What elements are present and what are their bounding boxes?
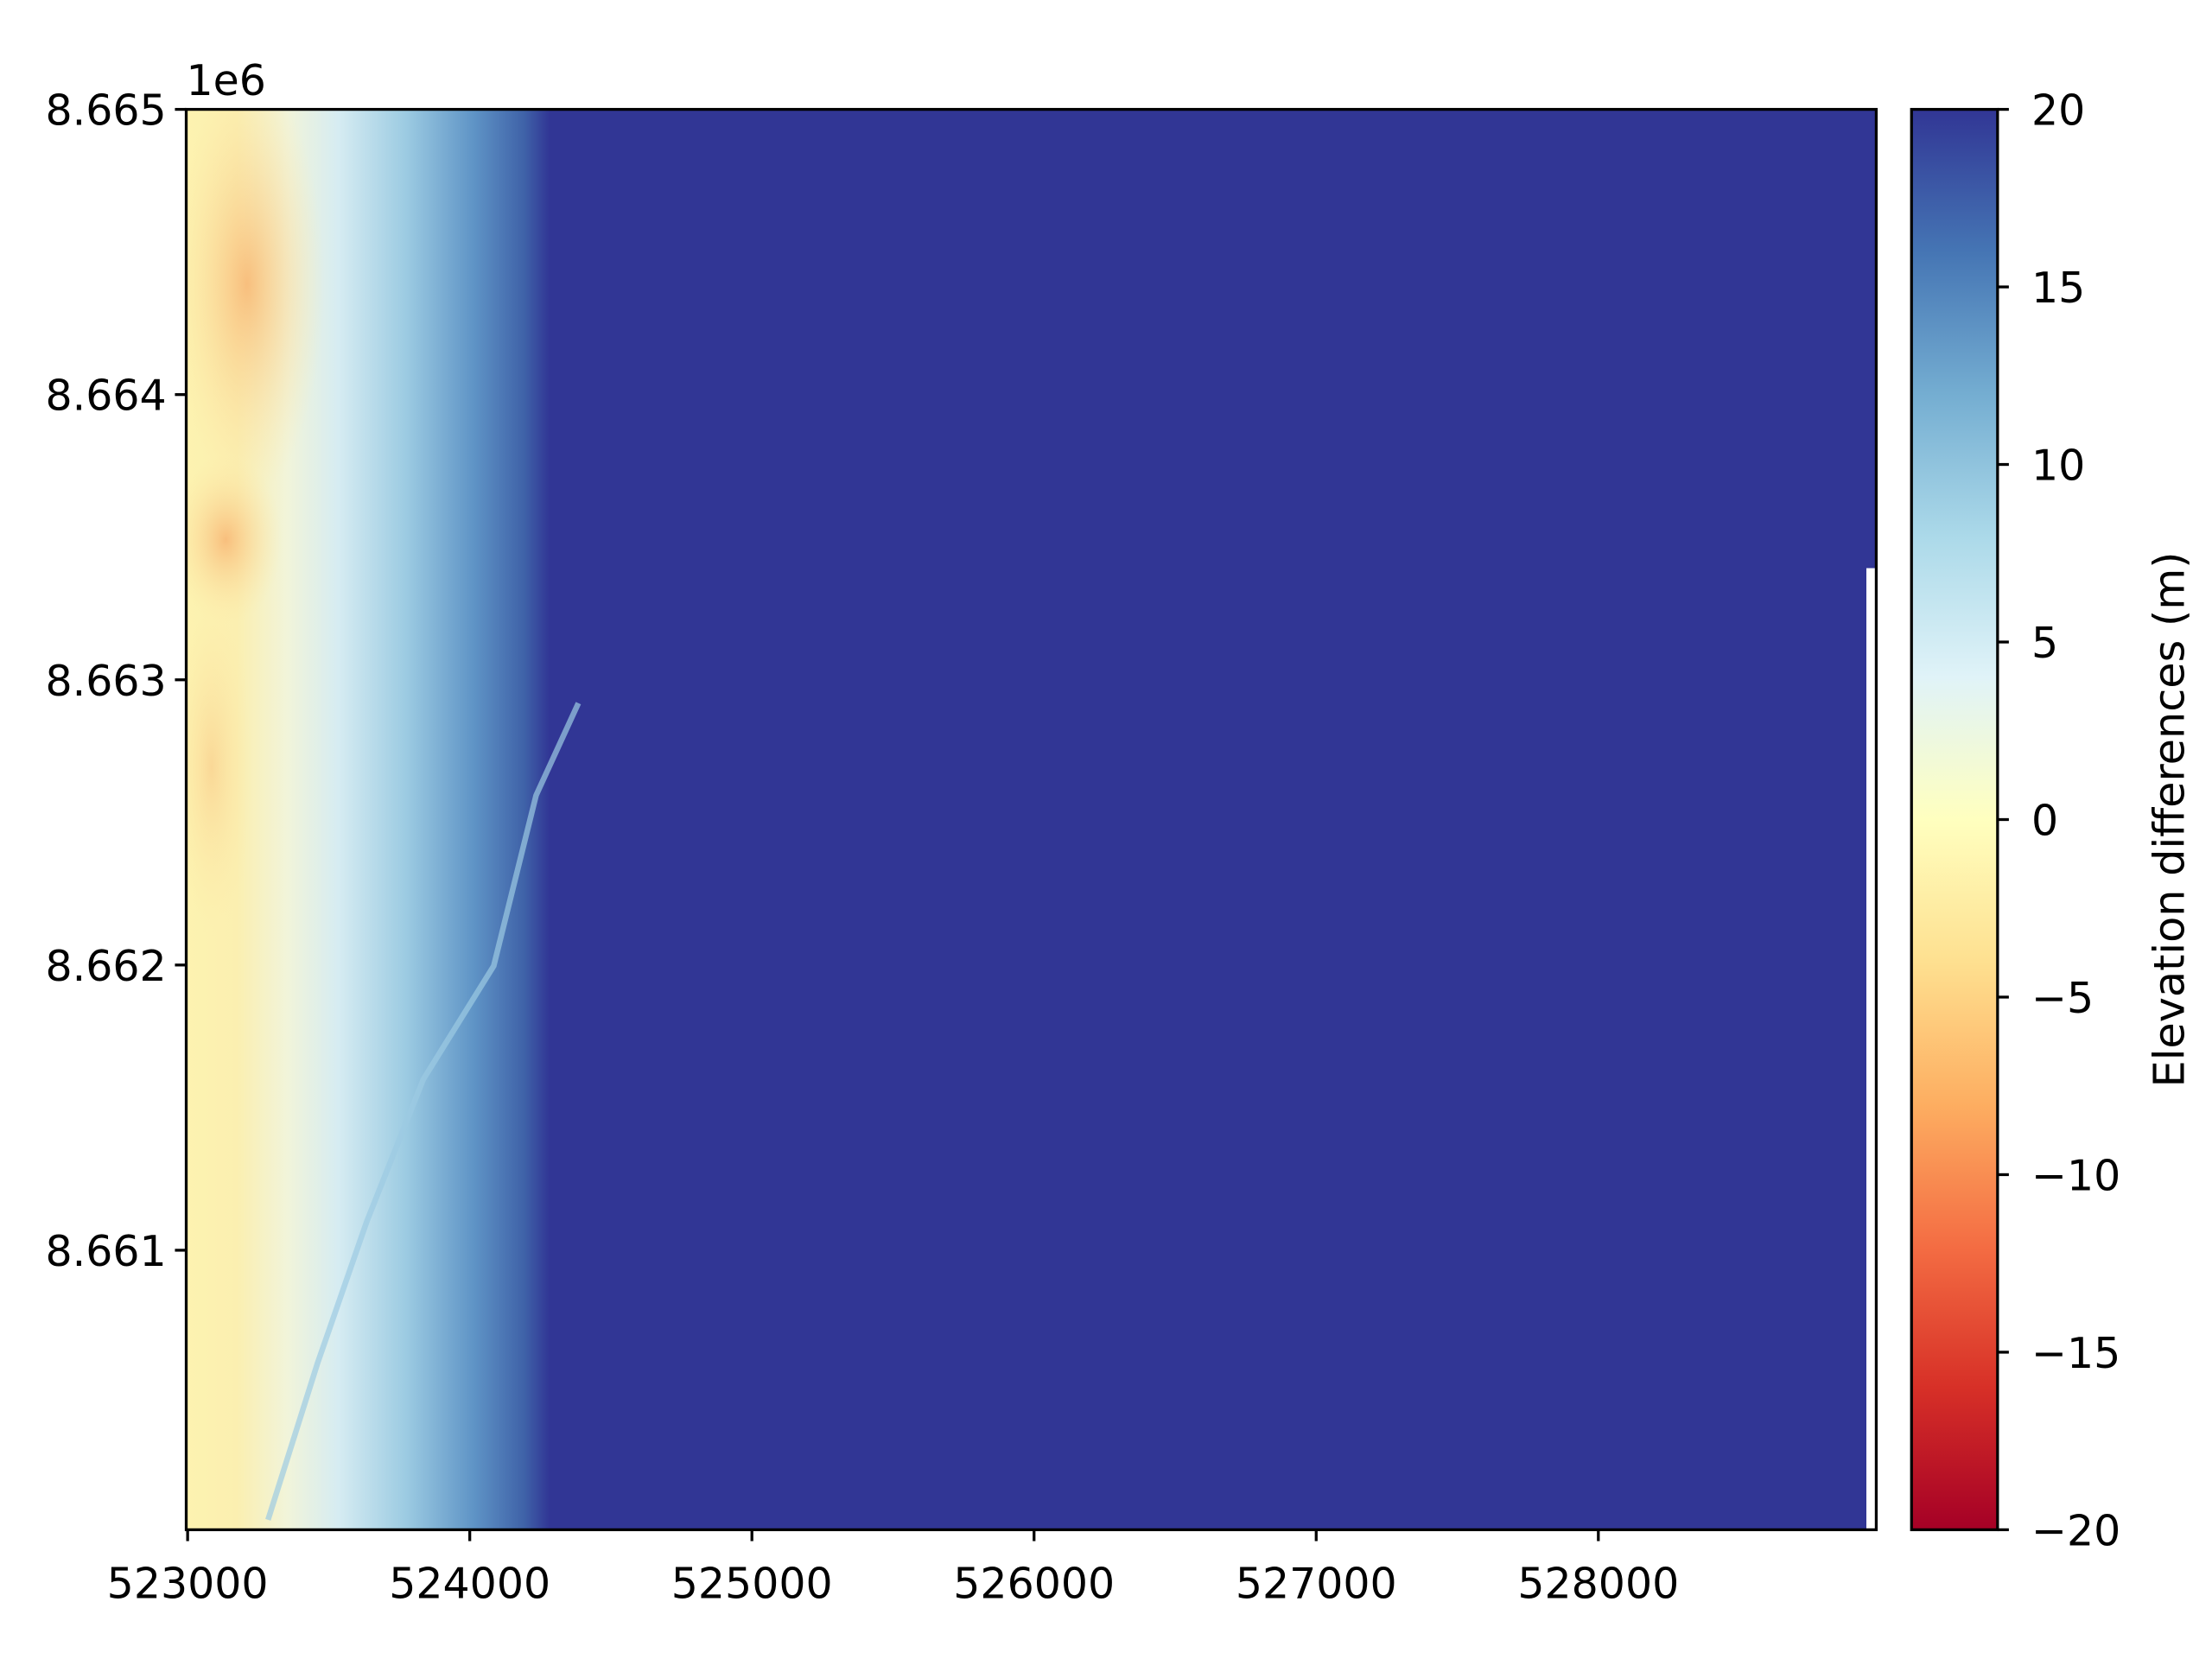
x-tick-label: 526000 bbox=[953, 1558, 1115, 1608]
axes-frame bbox=[184, 107, 1878, 1532]
colorbar-tick-label: 20 bbox=[2031, 86, 2085, 136]
offset-text: 1e6 bbox=[187, 55, 266, 105]
y-tick-label: 8.664 bbox=[45, 371, 166, 421]
colorbar-tick-label: 10 bbox=[2031, 440, 2085, 490]
colorbar-tick-label: −15 bbox=[2031, 1328, 2120, 1378]
colorbar-label: Elevation differences (m) bbox=[2145, 552, 2195, 1088]
raster bbox=[186, 109, 1877, 1530]
x-tick-label: 523000 bbox=[107, 1558, 269, 1608]
x-tick-label: 525000 bbox=[671, 1558, 833, 1608]
y-tick-label: 8.663 bbox=[45, 656, 166, 706]
colorbar-tick-label: 0 bbox=[2031, 795, 2058, 845]
colorbar-tick-label: −10 bbox=[2031, 1150, 2120, 1200]
colorbar bbox=[1910, 107, 1999, 1532]
y-tick-label: 8.661 bbox=[45, 1226, 166, 1276]
y-tick-label: 8.665 bbox=[45, 86, 166, 136]
x-tick-label: 528000 bbox=[1517, 1558, 1679, 1608]
x-tick-label: 524000 bbox=[389, 1558, 550, 1608]
x-tick-label: 527000 bbox=[1236, 1558, 1397, 1608]
y-tick-label: 8.662 bbox=[45, 941, 166, 991]
colorbar-tick-label: 5 bbox=[2031, 618, 2058, 668]
colorbar-tick-label: 15 bbox=[2031, 263, 2085, 313]
colorbar-tick-label: −20 bbox=[2031, 1505, 2120, 1555]
colorbar-tick-label: −5 bbox=[2031, 973, 2094, 1023]
